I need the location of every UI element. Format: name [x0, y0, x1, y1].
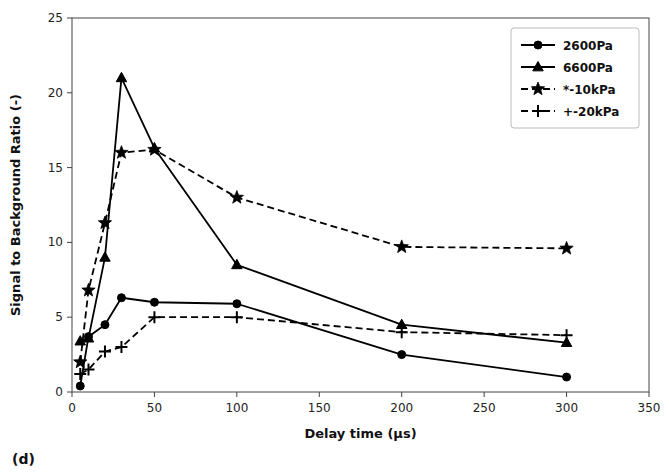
series-line	[80, 150, 566, 362]
point-marker	[561, 329, 573, 341]
point-marker	[82, 364, 94, 376]
point-marker	[117, 294, 125, 302]
point-marker	[98, 216, 111, 229]
x-tick-label: 50	[147, 401, 162, 415]
y-tick	[67, 92, 72, 93]
x-tick-label: 200	[390, 401, 413, 415]
point-marker	[115, 146, 128, 159]
y-tick	[67, 167, 72, 168]
point-marker	[398, 351, 406, 359]
y-tick-label: 20	[48, 86, 63, 100]
point-marker	[83, 333, 93, 342]
x-tick	[154, 392, 155, 397]
plot-area	[74, 72, 574, 390]
y-tick-label: 0	[55, 385, 63, 399]
legend: 2600Pa 6600Pa *-10kPa +-20kPa	[511, 28, 639, 128]
legend-label: 6600Pa	[563, 61, 613, 75]
series	[74, 311, 572, 380]
x-tick	[236, 392, 237, 397]
legend-label: 2600Pa	[563, 39, 613, 53]
point-marker	[560, 241, 573, 254]
y-tick-label: 25	[48, 11, 63, 25]
x-axis-label: Delay time (μs)	[304, 426, 416, 441]
point-marker	[99, 346, 111, 358]
point-marker	[101, 321, 109, 329]
legend-label: +-20kPa	[563, 105, 619, 119]
axes: 0 50 100 150 200 250 300 350 0 5 10 15 20 25	[48, 11, 661, 415]
x-tick	[566, 392, 567, 397]
point-marker	[231, 311, 243, 323]
y-tick-label: 5	[55, 310, 63, 324]
y-tick-label: 15	[48, 161, 63, 175]
point-marker	[116, 72, 126, 81]
y-tick	[67, 392, 72, 393]
legend-marker	[533, 62, 543, 71]
point-marker	[76, 382, 84, 390]
series-line	[80, 317, 566, 374]
series-line	[80, 78, 566, 343]
legend-marker	[534, 41, 542, 49]
series	[75, 72, 572, 346]
y-tick	[67, 242, 72, 243]
y-axis-label: Signal to Background Ratio (-)	[8, 94, 23, 316]
legend-label: *-10kPa	[563, 83, 616, 97]
point-marker	[395, 240, 408, 253]
panel-label: (d)	[12, 451, 35, 467]
y-tick	[67, 18, 72, 19]
plot-frame	[72, 18, 649, 392]
series	[76, 294, 570, 390]
x-tick-label: 0	[68, 401, 76, 415]
point-marker	[232, 259, 242, 268]
point-marker	[148, 143, 161, 156]
point-marker	[100, 252, 110, 261]
legend-marker	[531, 82, 544, 95]
point-marker	[230, 191, 243, 204]
series-line	[80, 298, 566, 386]
x-tick	[649, 392, 650, 397]
point-marker	[233, 300, 241, 308]
point-marker	[148, 311, 160, 323]
point-marker	[150, 298, 158, 306]
x-tick-label: 150	[308, 401, 331, 415]
x-tick-label: 100	[225, 401, 248, 415]
x-tick	[319, 392, 320, 397]
point-marker	[396, 326, 408, 338]
point-marker	[115, 341, 127, 353]
y-tick	[67, 317, 72, 318]
y-tick-label: 10	[48, 235, 63, 249]
point-marker	[74, 355, 87, 368]
point-marker	[563, 373, 571, 381]
x-tick-label: 350	[638, 401, 661, 415]
x-tick-label: 300	[555, 401, 578, 415]
x-tick	[72, 392, 73, 397]
legend-marker	[532, 105, 544, 117]
point-marker	[82, 283, 95, 296]
x-tick	[401, 392, 402, 397]
x-tick	[484, 392, 485, 397]
series	[74, 143, 574, 368]
legend-box	[511, 28, 639, 128]
x-tick-label: 250	[473, 401, 496, 415]
chart: 0 50 100 150 200 250 300 350 0 5 10 15 20 25 Delay tim…	[0, 0, 669, 474]
